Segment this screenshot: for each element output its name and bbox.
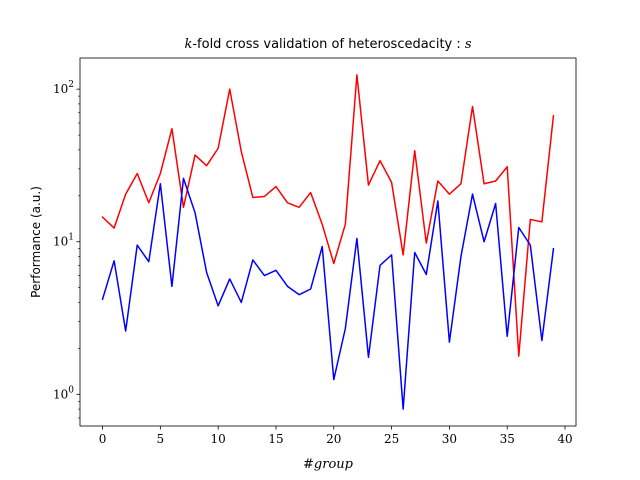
x-tick-label: 30	[442, 432, 457, 446]
x-tick-label: 35	[500, 432, 515, 446]
x-tick-label: 5	[157, 432, 165, 446]
x-tick-label: 40	[557, 432, 572, 446]
series-line-2	[101, 177, 555, 410]
chart-title-text: -fold cross validation of heteroscedacit…	[192, 37, 465, 52]
x-tick-label: 20	[326, 432, 341, 446]
x-tick-label: 25	[384, 432, 399, 446]
x-tick-label: 0	[99, 432, 107, 446]
y-tick-label: 102	[53, 80, 74, 96]
x-tick-label: 10	[211, 432, 226, 446]
series-line-1	[101, 74, 555, 357]
chart-title-math-s: s	[465, 37, 472, 52]
tick-marks	[76, 88, 566, 430]
series-layer	[101, 74, 555, 410]
chart-title: k-fold cross validation of heteroscedaci…	[184, 37, 471, 52]
x-axis-label: #group	[303, 457, 354, 472]
chart-title-math-k: k	[184, 37, 192, 52]
x-tick-label: 15	[268, 432, 283, 446]
y-tick-label: 101	[53, 233, 74, 249]
y-tick-label: 100	[53, 385, 74, 401]
y-axis-label: Performance (a.u.)	[29, 186, 43, 298]
